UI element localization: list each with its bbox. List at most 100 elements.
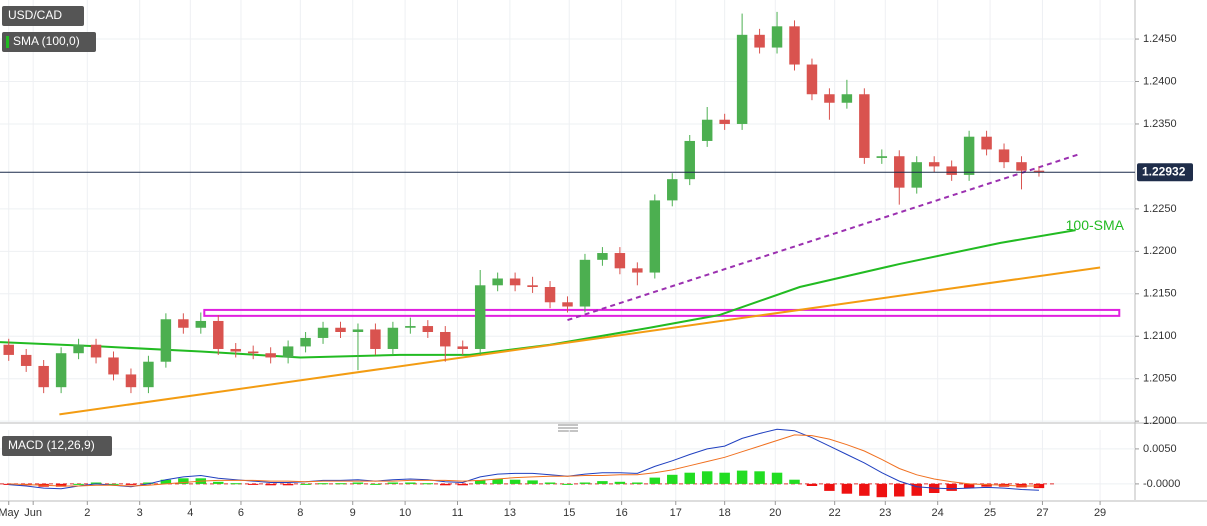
macd-histogram-bar bbox=[562, 483, 573, 485]
macd-label[interactable]: MACD (12,26,9) bbox=[2, 436, 112, 456]
candle-body bbox=[754, 34, 765, 48]
candle-body bbox=[911, 162, 922, 188]
macd-line bbox=[8, 428, 1039, 491]
candle-body bbox=[474, 285, 486, 349]
macd-histogram-bar bbox=[736, 470, 748, 484]
macd-histogram-bar bbox=[265, 483, 276, 486]
candle-body bbox=[457, 346, 468, 349]
y-tick-label: 0.0050 bbox=[1143, 443, 1177, 455]
current-price-box bbox=[1137, 163, 1193, 182]
macd-histogram-bar bbox=[859, 483, 870, 496]
macd-histogram-bar bbox=[544, 482, 556, 484]
macd-histogram-bar bbox=[90, 482, 102, 484]
candle-body bbox=[73, 344, 84, 354]
x-tick-label: 18 bbox=[719, 507, 731, 519]
x-tick-label: 17 bbox=[670, 507, 682, 519]
macd-histogram-bar bbox=[55, 483, 67, 487]
macd-histogram-bar bbox=[701, 471, 713, 484]
macd-histogram-bar bbox=[108, 483, 119, 485]
candle-body bbox=[701, 119, 713, 141]
indicator-label[interactable]: SMA (100,0) bbox=[2, 32, 96, 52]
sma-swatch bbox=[6, 36, 9, 48]
x-tick-label: 4 bbox=[187, 507, 193, 519]
candle-body bbox=[143, 361, 154, 388]
macd-histogram-bar bbox=[474, 480, 486, 484]
y-tick-label: 1.2200 bbox=[1143, 245, 1177, 257]
x-tick-label: 3 bbox=[137, 507, 143, 519]
macd-histogram-bar bbox=[300, 483, 311, 485]
candle-body bbox=[1033, 170, 1045, 173]
label-box bbox=[2, 436, 112, 456]
candle-body bbox=[824, 94, 835, 103]
x-tick-label: 27 bbox=[1036, 507, 1048, 519]
macd-histogram-bar bbox=[789, 479, 800, 484]
x-tick-label: 16 bbox=[616, 507, 628, 519]
candle-body bbox=[998, 149, 1010, 163]
macd-histogram-bar bbox=[247, 483, 259, 485]
candle-body bbox=[335, 327, 346, 332]
macd-histogram-bar bbox=[335, 483, 346, 485]
x-tick-label: 8 bbox=[297, 507, 303, 519]
candle-body bbox=[928, 162, 940, 167]
macd-histogram-bar bbox=[614, 481, 626, 484]
macd-name: MACD (12,26,9) bbox=[8, 438, 95, 452]
macd-histogram-bar bbox=[894, 483, 905, 497]
macd-histogram-bar bbox=[527, 480, 538, 484]
candle-body bbox=[370, 329, 381, 349]
y-tick-label: 1.2400 bbox=[1143, 75, 1177, 87]
candle-body bbox=[422, 326, 434, 332]
candle-body bbox=[108, 357, 119, 375]
candle-body bbox=[405, 326, 416, 328]
candle-body bbox=[265, 353, 276, 358]
y-tick-label: 1.2150 bbox=[1143, 288, 1177, 300]
macd-histogram-bar bbox=[370, 483, 381, 485]
macd-histogram-bar bbox=[282, 483, 294, 486]
macd-histogram-bar bbox=[771, 472, 783, 484]
candle-body bbox=[1016, 162, 1027, 171]
candle-body bbox=[230, 348, 241, 352]
candle-body bbox=[841, 94, 853, 103]
macd-histogram-bar bbox=[579, 482, 591, 484]
candle-body bbox=[90, 344, 102, 358]
macd-histogram-bar bbox=[911, 483, 922, 496]
candle-body bbox=[160, 319, 172, 362]
candle-body bbox=[3, 344, 14, 355]
candle-body bbox=[649, 200, 661, 273]
macd-histogram-bar bbox=[649, 477, 661, 484]
x-tick-label: 22 bbox=[829, 507, 841, 519]
signal-line bbox=[8, 434, 1039, 487]
x-tick-label: 13 bbox=[504, 507, 516, 519]
candle-body bbox=[20, 354, 32, 366]
candle-body bbox=[492, 278, 503, 286]
x-tick-label: 15 bbox=[563, 507, 575, 519]
x-tick-label: Jun bbox=[24, 507, 42, 519]
macd-histogram-bar bbox=[405, 482, 416, 484]
x-tick-label: 25 bbox=[984, 507, 996, 519]
candle-body bbox=[963, 136, 975, 175]
macd-histogram-bar bbox=[632, 482, 643, 484]
symbol-label[interactable]: USD/CAD bbox=[2, 6, 84, 26]
symbol: USD/CAD bbox=[8, 8, 62, 22]
candle-body bbox=[946, 166, 957, 175]
candle-body bbox=[876, 156, 888, 158]
y-tick-label: -0.0000 bbox=[1143, 478, 1180, 490]
pane-splitter[interactable] bbox=[558, 424, 578, 432]
x-tick-label: 29 bbox=[1094, 507, 1106, 519]
candle-body bbox=[632, 268, 643, 273]
macd-histogram-bar bbox=[230, 483, 241, 485]
candle-body bbox=[213, 320, 224, 349]
candle-body bbox=[544, 286, 556, 303]
macd-histogram-bar bbox=[213, 481, 224, 484]
candle-body bbox=[300, 337, 311, 347]
y-tick-label: 1.2250 bbox=[1143, 203, 1177, 215]
macd-histogram-bar bbox=[876, 483, 888, 498]
macd-histogram-bar bbox=[824, 483, 835, 491]
candle-body bbox=[736, 34, 748, 124]
macd-histogram-bar bbox=[457, 483, 468, 486]
candle-body bbox=[597, 253, 608, 260]
candle-body bbox=[125, 374, 137, 388]
current-price-label: 1.22932 bbox=[1142, 164, 1186, 178]
candle-body bbox=[806, 64, 818, 95]
